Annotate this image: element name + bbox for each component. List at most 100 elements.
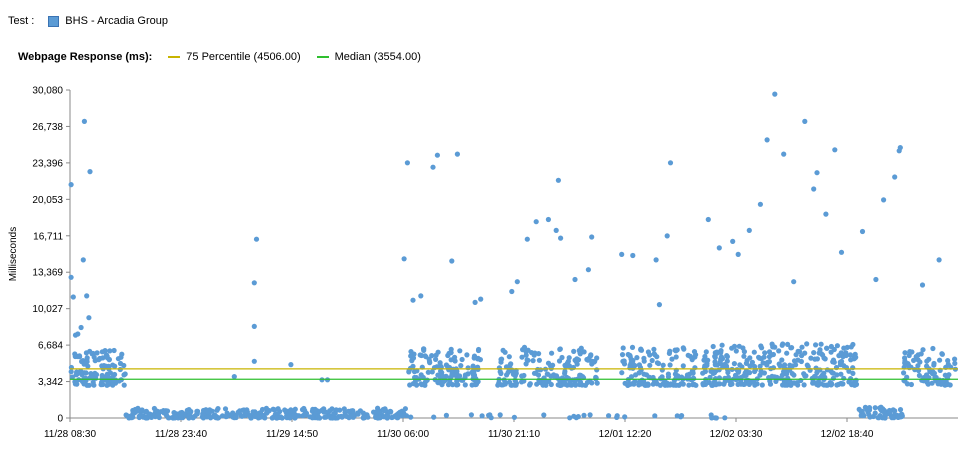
data-point: [747, 363, 753, 369]
data-point: [475, 379, 481, 385]
data-point: [68, 369, 74, 375]
median-legend-item[interactable]: Median (3554.00): [316, 51, 421, 63]
data-point: [443, 362, 449, 368]
data-point: [465, 365, 471, 371]
data-point: [455, 382, 461, 388]
data-point: [614, 413, 620, 419]
data-point: [686, 382, 692, 388]
data-point: [799, 353, 805, 359]
data-point: [818, 381, 825, 387]
data-point: [129, 415, 135, 421]
data-point: [721, 381, 727, 387]
data-point: [743, 368, 750, 374]
data-point: [808, 355, 814, 361]
data-point: [421, 347, 427, 353]
data-point: [638, 381, 644, 387]
data-point: [656, 302, 663, 308]
data-point: [350, 408, 356, 414]
data-point: [527, 381, 533, 387]
series-name[interactable]: BHS - Arcadia Group: [65, 15, 169, 27]
data-point: [915, 363, 921, 369]
data-point: [627, 352, 633, 358]
data-point: [848, 357, 854, 363]
data-point: [569, 365, 575, 371]
data-point: [508, 361, 514, 367]
data-point: [402, 406, 408, 412]
data-point: [72, 353, 78, 360]
data-point: [81, 118, 87, 124]
data-point: [717, 359, 723, 365]
data-point: [110, 382, 116, 388]
data-point: [468, 412, 474, 418]
data-point: [622, 414, 628, 420]
median-line-swatch: [316, 56, 329, 58]
data-point: [679, 413, 685, 419]
data-point: [110, 372, 117, 378]
data-point: [777, 363, 783, 369]
data-point: [866, 407, 873, 413]
y-tick-label: 20,053: [32, 195, 63, 206]
data-point: [190, 415, 196, 421]
data-point: [896, 148, 902, 154]
data-point: [718, 348, 724, 354]
data-point: [555, 177, 562, 183]
data-point: [859, 228, 866, 235]
data-point: [803, 373, 809, 379]
data-point: [408, 349, 414, 355]
data-point: [902, 358, 908, 364]
percentile-legend-item[interactable]: 75 Percentile (4506.00): [168, 51, 301, 63]
data-point: [278, 414, 284, 420]
data-point: [82, 381, 88, 387]
data-point: [577, 372, 583, 378]
data-point: [935, 381, 941, 387]
data-point: [862, 404, 869, 410]
data-point: [843, 352, 849, 359]
data-point: [811, 350, 817, 356]
series-color-swatch[interactable]: [48, 15, 60, 27]
data-point: [571, 413, 577, 419]
x-tick-label: 11/30 21:10: [488, 429, 541, 440]
data-point: [841, 375, 847, 381]
data-point: [824, 345, 830, 351]
data-point: [440, 373, 446, 380]
data-point: [187, 410, 193, 416]
data-point: [729, 345, 735, 351]
y-tick-label: 3,342: [38, 377, 63, 388]
data-point: [533, 219, 539, 225]
data-point: [392, 413, 398, 419]
data-point: [741, 353, 747, 359]
data-point: [216, 415, 222, 421]
data-point: [565, 375, 572, 382]
data-point: [429, 353, 435, 359]
data-point: [838, 249, 845, 255]
data-point: [230, 410, 236, 416]
data-point: [290, 408, 296, 414]
data-point: [454, 368, 460, 374]
data-point: [438, 363, 444, 369]
data-point: [500, 347, 506, 353]
data-point: [571, 348, 577, 354]
data-point: [286, 412, 292, 419]
data-point: [512, 377, 518, 383]
data-point: [620, 345, 626, 351]
data-point: [339, 414, 345, 420]
data-point: [433, 352, 439, 358]
data-point: [253, 236, 260, 242]
data-point: [739, 364, 745, 370]
data-point: [594, 380, 600, 386]
data-point: [541, 412, 547, 418]
data-point: [417, 352, 423, 358]
data-point: [506, 354, 512, 360]
data-point: [288, 362, 294, 368]
data-point: [937, 357, 943, 363]
data-point: [564, 360, 571, 366]
y-tick-label: 6,684: [38, 341, 63, 352]
test-label: Test :: [8, 15, 35, 27]
data-point: [743, 360, 750, 366]
data-point: [712, 353, 718, 359]
data-point: [457, 348, 463, 354]
data-point: [817, 367, 823, 373]
data-point: [667, 348, 673, 354]
data-point: [222, 406, 229, 412]
data-point: [521, 372, 527, 379]
